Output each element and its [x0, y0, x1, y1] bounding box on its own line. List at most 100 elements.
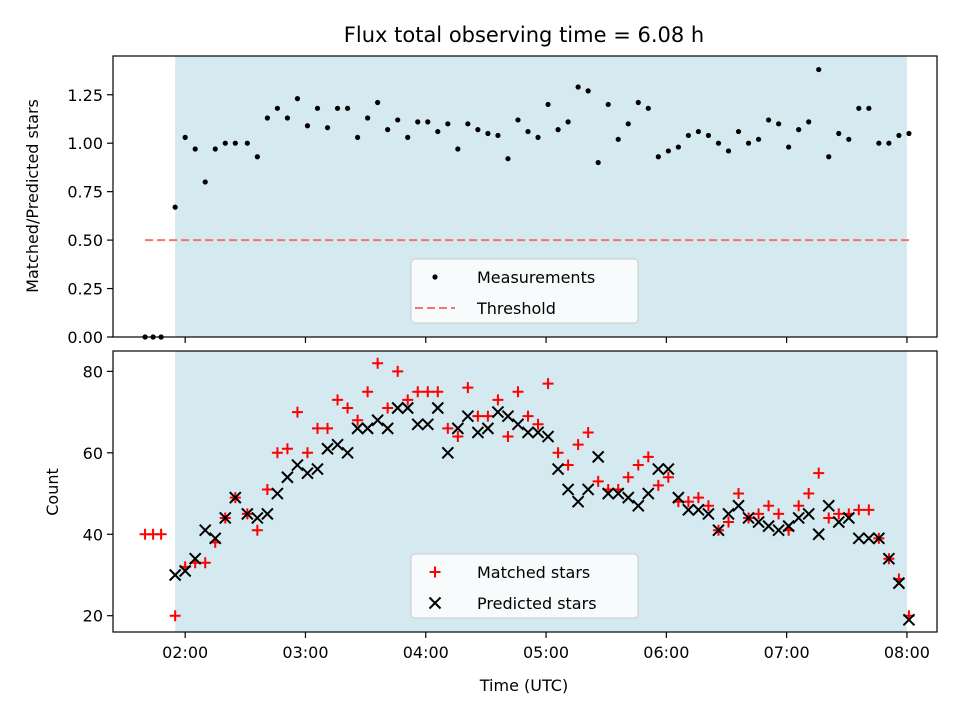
bottom-plus-marker	[362, 386, 374, 398]
bottom-cross-marker	[561, 483, 575, 496]
bottom-cross-marker	[832, 515, 845, 529]
top-dot-marker	[836, 130, 842, 137]
top-dot-marker	[254, 154, 260, 160]
top-dot-marker	[705, 132, 712, 139]
bottom-cross-marker	[261, 507, 274, 521]
bottom-plus-marker	[823, 512, 835, 524]
bottom-plus-marker	[763, 500, 775, 512]
bottom-cross-marker	[178, 564, 192, 578]
top-dot-marker	[735, 128, 742, 135]
bottom-cross-marker	[792, 511, 805, 525]
bottom-cross-marker	[632, 499, 645, 512]
top-dot-marker	[445, 121, 451, 127]
bottom-cross-marker	[662, 462, 675, 476]
bottom-plus-marker	[753, 508, 765, 520]
top-dot-marker	[615, 136, 621, 142]
bottom-plus-marker	[432, 386, 444, 398]
bottom-cross-marker	[251, 511, 264, 525]
bottom-plus-marker	[352, 414, 364, 426]
bottom-cross-marker	[511, 418, 525, 431]
bottom-plus-marker	[793, 500, 805, 512]
bottom-plus-marker	[199, 557, 211, 569]
top-dot-marker	[375, 99, 381, 106]
bottom-plus-marker	[572, 439, 584, 451]
top-dot-marker	[485, 130, 491, 137]
top-dot-marker	[806, 119, 812, 125]
top-legend-label: Measurements	[477, 268, 595, 287]
top-dot-marker	[274, 105, 280, 111]
top-dot-marker	[264, 115, 270, 121]
bottom-cross-marker	[702, 507, 715, 521]
bottom-cross-marker	[199, 523, 212, 537]
top-dot-marker	[585, 88, 591, 94]
bottom-cross-marker	[581, 483, 595, 496]
top-dot-marker	[685, 132, 691, 139]
bottom-cross-marker	[682, 503, 695, 517]
bottom-cross-marker	[762, 519, 775, 533]
top-panel: 0.00 0.25 0.50 0.75 1.00 1.25 Measurements Thre…	[67, 55, 938, 347]
bottom-cross-marker	[421, 418, 434, 431]
bottom-y-tick-label: 80	[83, 362, 103, 381]
bottom-cross-marker	[501, 409, 515, 423]
top-dot-marker	[244, 140, 250, 146]
bottom-legend-marker	[428, 596, 442, 610]
bottom-plus-marker	[702, 500, 714, 512]
top-legend-box	[410, 258, 639, 324]
bottom-plus-marker	[281, 443, 293, 455]
bottom-cross-marker	[188, 552, 202, 565]
bottom-cross-marker	[341, 446, 354, 460]
bottom-legend: Matched stars Predicted stars	[410, 553, 639, 619]
top-dot-marker	[695, 128, 702, 135]
bottom-cross-marker	[852, 532, 866, 545]
bottom-x-tick-label: 06:00	[643, 643, 689, 662]
bottom-cross-marker	[872, 532, 886, 545]
bottom-plus-marker	[322, 422, 334, 434]
bottom-cross-marker	[351, 422, 364, 435]
top-dot-marker	[455, 146, 461, 152]
top-dot-marker	[435, 128, 441, 135]
top-dot-marker	[856, 105, 862, 111]
top-legend: Measurements Threshold	[410, 258, 639, 324]
top-dot-marker	[665, 148, 671, 154]
top-dot-marker	[565, 119, 571, 125]
top-dot-marker	[324, 125, 331, 131]
bottom-cross-marker	[772, 523, 785, 537]
bottom-plus-marker	[332, 394, 344, 406]
bottom-cross-marker	[622, 491, 635, 504]
bottom-x-tick-label: 07:00	[764, 643, 810, 662]
bottom-plus-marker	[261, 483, 273, 495]
bottom-cross-marker	[862, 532, 876, 545]
top-dot-marker	[212, 146, 218, 152]
bottom-plus-marker	[412, 386, 424, 398]
top-y-tick-label: 1.00	[67, 134, 103, 153]
bottom-cross-marker	[591, 450, 605, 464]
top-dot-marker	[284, 115, 291, 121]
bottom-cross-marker	[331, 438, 344, 451]
bottom-plus-marker	[422, 386, 434, 398]
bottom-y-tick-label: 60	[83, 444, 103, 463]
bottom-cross-marker	[521, 426, 535, 439]
bottom-cross-marker	[712, 523, 725, 537]
bottom-cross-marker	[782, 519, 795, 533]
bottom-plus-marker	[863, 504, 875, 516]
bottom-legend-box	[410, 553, 639, 619]
top-dot-marker	[232, 140, 238, 146]
top-dot-marker	[314, 105, 321, 111]
top-dot-marker	[545, 101, 551, 108]
top-y-tick-label: 0.50	[67, 231, 103, 250]
bottom-plus-marker	[652, 479, 664, 491]
bottom-x-tick-label: 02:00	[162, 643, 208, 662]
bottom-y-tick-label: 40	[83, 525, 103, 544]
bottom-cross-marker	[882, 552, 896, 565]
bottom-cross-marker	[441, 446, 455, 460]
bottom-cross-marker	[209, 532, 222, 545]
bottom-cross-marker	[461, 409, 475, 423]
bottom-plus-marker	[372, 357, 384, 369]
bottom-plus-marker	[502, 431, 514, 443]
top-dot-marker	[465, 121, 471, 127]
bottom-plus-marker	[301, 447, 313, 459]
bottom-plus-marker	[662, 471, 674, 483]
bottom-cross-marker	[802, 507, 815, 521]
bottom-panel: 20 40 60 80 02:00 03:00 04:00 05:00 06:00 07:00 08…	[83, 350, 938, 662]
